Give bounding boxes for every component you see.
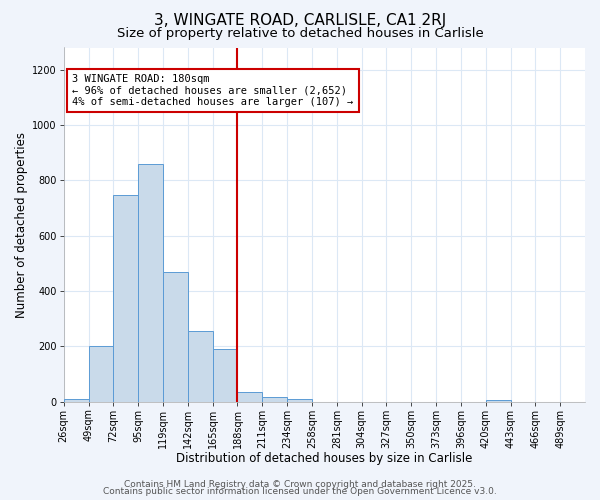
Text: Contains HM Land Registry data © Crown copyright and database right 2025.: Contains HM Land Registry data © Crown c…	[124, 480, 476, 489]
Bar	[486, 400, 511, 402]
Bar	[262, 396, 287, 402]
Bar	[89, 346, 113, 402]
X-axis label: Distribution of detached houses by size in Carlisle: Distribution of detached houses by size …	[176, 452, 473, 465]
Bar	[163, 272, 188, 402]
Text: 3 WINGATE ROAD: 180sqm
← 96% of detached houses are smaller (2,652)
4% of semi-d: 3 WINGATE ROAD: 180sqm ← 96% of detached…	[73, 74, 353, 107]
Bar	[287, 398, 312, 402]
Bar	[212, 349, 238, 402]
Bar	[138, 164, 163, 402]
Bar	[113, 196, 138, 402]
Bar	[64, 398, 89, 402]
Text: Contains public sector information licensed under the Open Government Licence v3: Contains public sector information licen…	[103, 488, 497, 496]
Bar	[238, 392, 262, 402]
Text: 3, WINGATE ROAD, CARLISLE, CA1 2RJ: 3, WINGATE ROAD, CARLISLE, CA1 2RJ	[154, 12, 446, 28]
Bar	[188, 331, 212, 402]
Y-axis label: Number of detached properties: Number of detached properties	[15, 132, 28, 318]
Text: Size of property relative to detached houses in Carlisle: Size of property relative to detached ho…	[116, 28, 484, 40]
